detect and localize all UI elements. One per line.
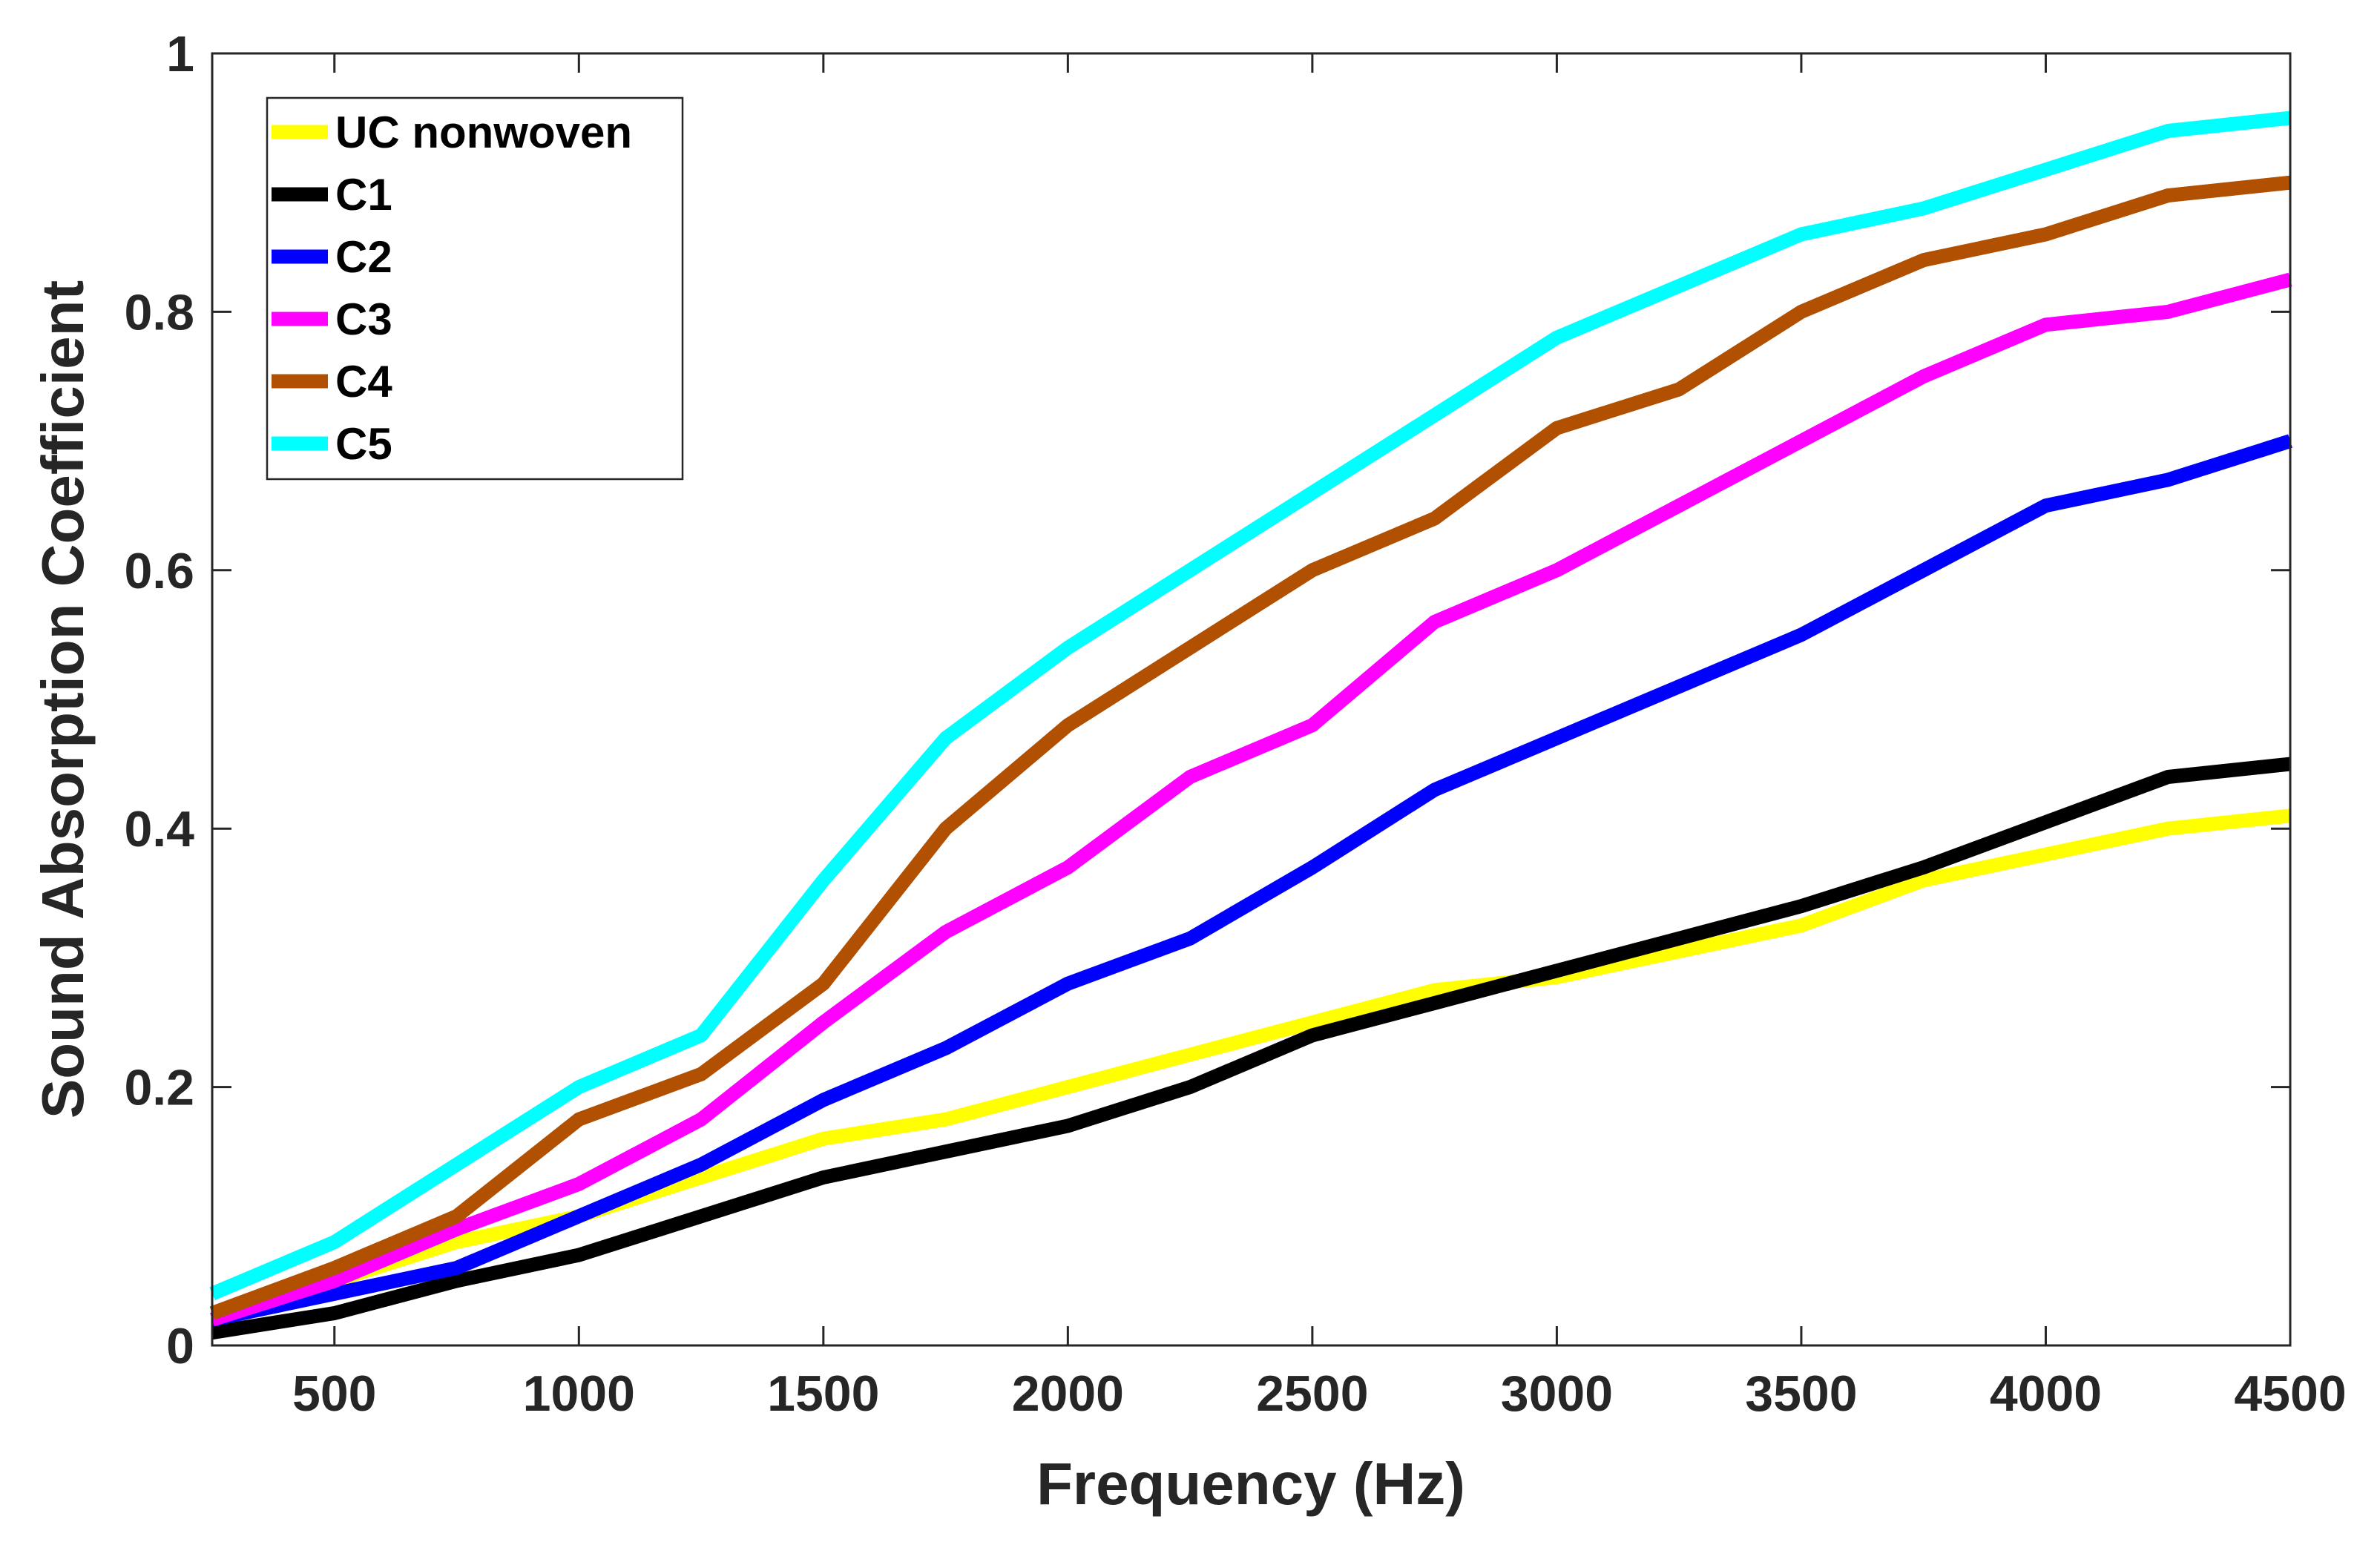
- x-tick-label: 1000: [523, 1365, 635, 1422]
- series-layer: [209, 111, 2292, 1340]
- x-tick-label: 3000: [1501, 1365, 1613, 1422]
- x-tick-label: 4500: [2234, 1365, 2346, 1422]
- x-tick-label: 2000: [1012, 1365, 1124, 1422]
- y-tick-label: 0.4: [124, 801, 194, 857]
- series-line-c4: [209, 175, 2291, 1320]
- series-line-c2: [211, 434, 2292, 1327]
- legend-label-c1: C1: [335, 170, 392, 220]
- x-tick-label: 3500: [1745, 1365, 1857, 1422]
- legend-box: [266, 96, 684, 481]
- y-tick-label: 0.6: [124, 543, 194, 599]
- x-tick-label: 2500: [1256, 1365, 1368, 1422]
- series-line-c3: [210, 272, 2292, 1327]
- legend-label-c2: C2: [335, 232, 392, 282]
- legend-label-c5: C5: [335, 419, 392, 469]
- legend: UC nonwoven C1 C2 C3 C4 C5: [266, 96, 684, 481]
- legend-label-c3: C3: [335, 294, 392, 344]
- x-tick-label: 4000: [1990, 1365, 2102, 1422]
- y-tick-label: 1: [166, 26, 194, 82]
- x-tick-label: 1500: [767, 1365, 879, 1422]
- x-axis-label: Frequency (Hz): [1036, 1451, 1465, 1517]
- tick-layer: 500 1000 1500 2000 2500 3000 3500 4000 4500 0 0.2 0…: [124, 26, 2346, 1422]
- plot-area-frame: [211, 52, 2292, 1347]
- y-tick-label: 0: [166, 1318, 194, 1374]
- y-tick-label: 0.2: [124, 1060, 194, 1116]
- series-line-c5: [209, 111, 2291, 1301]
- x-tick-label: 500: [292, 1365, 376, 1422]
- legend-label-c4: C4: [335, 357, 392, 406]
- legend-label-uc-nonwoven: UC nonwoven: [335, 108, 632, 157]
- y-axis-label: Sound Absorption Coefficient: [30, 280, 96, 1118]
- series-line-c1: [211, 757, 2291, 1340]
- y-tick-label: 0.8: [124, 284, 194, 340]
